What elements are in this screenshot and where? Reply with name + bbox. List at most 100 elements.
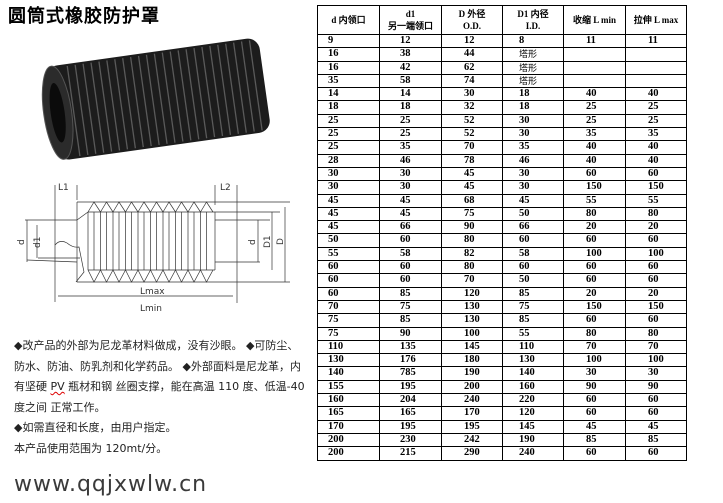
- table-cell: 25: [317, 113, 380, 129]
- table-cell: 60: [317, 286, 380, 301]
- table-cell: 60: [317, 273, 380, 288]
- table-cell: 100: [625, 353, 687, 368]
- header-top: D 外径: [458, 9, 486, 19]
- table-cell: 18: [502, 87, 564, 102]
- table-cell: 35: [563, 127, 626, 142]
- table-cell: 45: [317, 193, 380, 208]
- table-cell: 30: [441, 87, 503, 102]
- table-cell: 195: [379, 419, 442, 434]
- table-cell: 60: [625, 166, 687, 182]
- table-cell: 176: [379, 353, 442, 368]
- table-header-row: d 内领口 d1 另一端领口 D 外径 O.D. D1 内径 I.D. 收缩 L min 拉伸 …: [317, 5, 687, 35]
- table-cell: 30: [625, 366, 687, 381]
- table-cell: 165: [379, 406, 442, 421]
- table-row: 110 135 145 110 70 70: [317, 339, 687, 355]
- header-top: d1: [405, 9, 416, 19]
- table-cell: 130: [317, 353, 380, 368]
- table-cell: 170: [441, 406, 503, 421]
- table-cell: 195: [441, 419, 503, 434]
- bellows-photo: [41, 38, 270, 160]
- table-cell: 150: [563, 299, 626, 315]
- table-cell: 30: [502, 180, 564, 195]
- table-cell: 60: [563, 233, 626, 248]
- table-cell: 50: [502, 206, 564, 222]
- table-cell: 85: [563, 432, 626, 448]
- table-cell: 120: [502, 406, 564, 421]
- header-top: 收缩 L min: [572, 15, 616, 25]
- table-cell: 85: [502, 313, 564, 328]
- table-cell: 85: [379, 286, 442, 301]
- table-cell: 58: [379, 246, 442, 262]
- table-cell: 45: [625, 419, 687, 434]
- label-lmax: Lmax: [140, 287, 165, 297]
- specification-table: d 内领口 d1 另一端领口 D 外径 O.D. D1 内径 I.D. 收缩 L min 拉伸 …: [317, 5, 687, 461]
- table-cell: 25: [379, 113, 442, 129]
- table-cell: 230: [379, 432, 442, 448]
- table-cell: 16: [317, 60, 380, 75]
- table-cell: 200: [441, 379, 503, 395]
- table-cell: 78: [441, 153, 503, 168]
- table-cell: 18: [317, 100, 380, 115]
- table-row: 35 58 74 塔形: [317, 73, 687, 89]
- table-cell: 9: [317, 33, 380, 49]
- table-cell: 40: [625, 153, 687, 168]
- table-cell: 55: [625, 193, 687, 208]
- table-cell: 60: [317, 260, 380, 275]
- table-cell: 60: [625, 446, 687, 461]
- table-cell: 60: [625, 233, 687, 248]
- table-cell: 40: [625, 87, 687, 102]
- table-cell: 45: [317, 220, 380, 235]
- label-l1: L1: [58, 183, 69, 193]
- table-cell: 190: [502, 432, 564, 448]
- table-cell: 60: [563, 260, 626, 275]
- table-cell: 85: [502, 286, 564, 301]
- table-cell: 130: [441, 299, 503, 315]
- table-cell: 14: [317, 87, 380, 102]
- table-cell: 204: [379, 393, 442, 408]
- table-cell: 90: [563, 379, 626, 395]
- table-cell: 145: [502, 419, 564, 434]
- table-cell: 60: [563, 393, 626, 408]
- table-cell: 52: [441, 127, 503, 142]
- table-cell: 30: [502, 166, 564, 182]
- table-cell: 62: [441, 60, 503, 75]
- table-cell: 45: [502, 193, 564, 208]
- table-cell: 45: [441, 180, 503, 195]
- table-cell: 11: [625, 33, 687, 49]
- table-cell: 240: [502, 446, 564, 461]
- table-cell: 18: [379, 100, 442, 115]
- table-cell: 52: [441, 113, 503, 129]
- label-D1-right: D1: [263, 235, 273, 248]
- table-row: 60 60 80 60 60 60: [317, 260, 687, 275]
- table-cell: [625, 73, 687, 89]
- table-cell: 30: [502, 127, 564, 142]
- table-cell: 66: [502, 220, 564, 235]
- table-cell: 82: [441, 246, 503, 262]
- table-cell: 60: [563, 273, 626, 288]
- table-cell: 80: [563, 326, 626, 341]
- table-cell: 14: [379, 87, 442, 102]
- table-cell: 30: [502, 113, 564, 129]
- table-cell: 135: [379, 339, 442, 355]
- table-cell: 18: [502, 100, 564, 115]
- table-cell: 195: [379, 379, 442, 395]
- description-custom: ◆如需直径和长度，由用户指定。: [14, 421, 177, 434]
- table-cell: 242: [441, 432, 503, 448]
- table-cell: 140: [502, 366, 564, 381]
- table-row: 18 18 32 18 25 25: [317, 100, 687, 115]
- table-cell: 40: [563, 140, 626, 155]
- table-cell: 30: [379, 180, 442, 195]
- table-cell: 20: [625, 286, 687, 301]
- table-cell: 25: [317, 127, 380, 142]
- header-bottom: d 内领口: [331, 15, 366, 25]
- column-header: 收缩 L min: [563, 5, 626, 35]
- table-row: 140 785 190 140 30 30: [317, 366, 687, 381]
- table-cell: 150: [625, 180, 687, 195]
- table-cell: 60: [563, 313, 626, 328]
- table-cell: 25: [625, 113, 687, 129]
- table-cell: 70: [317, 299, 380, 315]
- table-cell: 130: [441, 313, 503, 328]
- description-range: 本产品使用范围为 120mt/分。: [14, 441, 168, 455]
- label-l2: L2: [220, 183, 231, 193]
- table-cell: 35: [317, 73, 380, 89]
